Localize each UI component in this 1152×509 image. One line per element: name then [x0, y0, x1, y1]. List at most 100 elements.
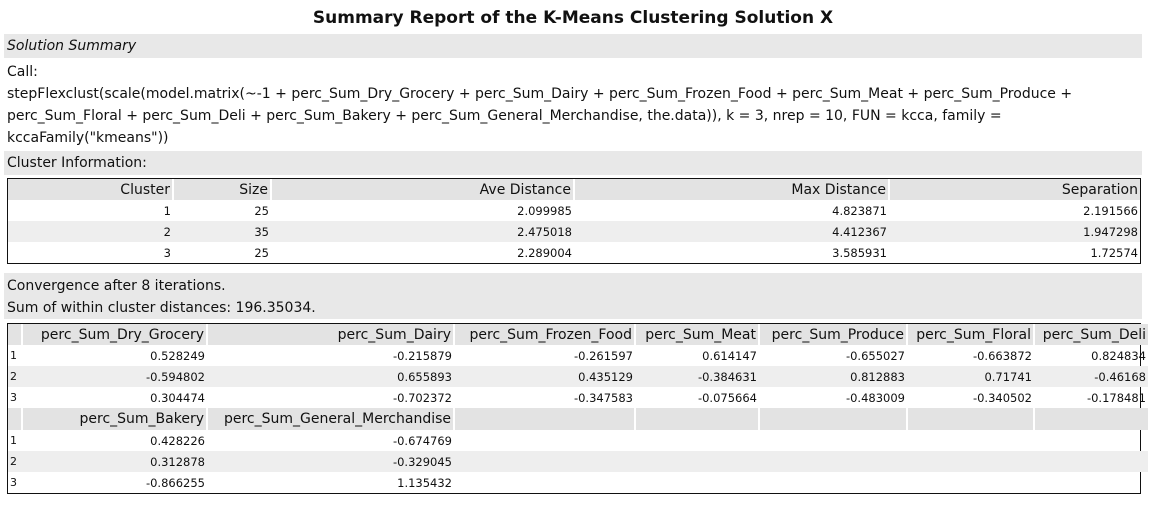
cell: 0.614147 — [702, 348, 757, 363]
table-row: 2 0.312878 -0.329045 — [8, 451, 1148, 472]
cell: 1.72574 — [1090, 245, 1138, 260]
row-index: 3 — [10, 476, 17, 489]
col-header-deli: perc_Sum_Deli — [1034, 324, 1148, 345]
cell — [635, 472, 759, 493]
col-header-size: Size — [173, 179, 272, 200]
col-header-index — [8, 324, 23, 345]
col-header-max-distance: Max Distance — [574, 179, 890, 200]
cell: -0.384631 — [635, 366, 759, 387]
cell: 0.71741 — [907, 366, 1034, 387]
call-line-1: stepFlexclust(scale(model.matrix(~-1 + p… — [7, 86, 1073, 102]
cell: -0.329045 — [207, 451, 454, 472]
section-header-band — [4, 34, 1142, 58]
cell — [1034, 430, 1148, 451]
convergence-band — [4, 273, 1142, 319]
cell: 2.475018 — [271, 221, 574, 242]
table-row: 1 0.528249 -0.215879 -0.261597 0.614147 … — [8, 345, 1148, 366]
cell — [635, 451, 759, 472]
row-index: 2 — [8, 451, 22, 472]
empty-header — [907, 408, 1035, 430]
cell: 2.191566 — [1083, 203, 1138, 218]
cell: 35 — [173, 221, 271, 242]
cell: 0.824834 — [1091, 348, 1146, 363]
col-header-produce: perc_Sum_Produce — [759, 324, 908, 345]
cell — [454, 430, 635, 451]
cell — [1034, 451, 1148, 472]
cell: -0.663872 — [972, 348, 1032, 363]
cell: 4.412367 — [574, 221, 889, 242]
cell: -0.655027 — [845, 348, 905, 363]
cell: 0.312878 — [22, 451, 207, 472]
section-title: Solution Summary — [7, 38, 137, 54]
cluster-info-label: Cluster Information: — [7, 155, 147, 171]
cell: -0.674769 — [392, 433, 452, 448]
cell: 1.135432 — [397, 475, 452, 490]
sum-within-text: Sum of within cluster distances: 196.350… — [7, 300, 316, 316]
table-row: 3 0.304474 -0.702372 -0.347583 -0.075664… — [8, 387, 1148, 408]
cell — [907, 430, 1034, 451]
col-header-floral: perc_Sum_Floral — [907, 324, 1035, 345]
col-header-frozen-food: perc_Sum_Frozen_Food — [454, 324, 636, 345]
call-label: Call: — [7, 64, 38, 80]
cluster-info-band — [4, 151, 1142, 175]
cell: 2.289004 — [517, 245, 572, 260]
cell: -0.178481 — [1086, 390, 1146, 405]
centers-table: perc_Sum_Dry_Grocery perc_Sum_Dairy perc… — [7, 323, 1148, 494]
cell: 2.099985 — [517, 203, 572, 218]
cell — [454, 451, 635, 472]
row-index: 1 — [10, 434, 17, 447]
col-header-separation: Separation — [889, 179, 1140, 200]
cell: -0.261597 — [573, 348, 633, 363]
call-line-3: kccaFamily("kmeans")) — [7, 130, 169, 146]
cell — [1034, 472, 1148, 493]
cluster-table: Cluster Size Ave Distance Max Distance S… — [7, 178, 1141, 264]
col-header-ave-distance: Ave Distance — [271, 179, 575, 200]
cell: 0.812883 — [759, 366, 907, 387]
cell: -0.075664 — [697, 390, 757, 405]
empty-header — [454, 408, 636, 430]
centers-header-2: perc_Sum_Bakery perc_Sum_General_Merchan… — [8, 408, 1148, 430]
cell: -0.340502 — [972, 390, 1032, 405]
centers-header-1: perc_Sum_Dry_Grocery perc_Sum_Dairy perc… — [8, 324, 1148, 345]
cell: -0.46168 — [1034, 366, 1148, 387]
cell: 0.655893 — [207, 366, 454, 387]
cluster-table-header: Cluster Size Ave Distance Max Distance S… — [8, 179, 1140, 200]
cell: 2 — [8, 221, 173, 242]
cell — [907, 451, 1034, 472]
cell: 0.304474 — [150, 390, 205, 405]
cell — [907, 472, 1034, 493]
table-row: 3 -0.866255 1.135432 — [8, 472, 1148, 493]
cell: 0.528249 — [150, 348, 205, 363]
cell — [635, 430, 759, 451]
empty-header — [635, 408, 760, 430]
col-header-dry-grocery: perc_Sum_Dry_Grocery — [22, 324, 208, 345]
table-row: 1 25 2.099985 4.823871 2.191566 — [8, 200, 1140, 221]
empty-header — [759, 408, 908, 430]
table-row: 2 35 2.475018 4.412367 1.947298 — [8, 221, 1140, 242]
col-header-meat: perc_Sum_Meat — [635, 324, 760, 345]
cell: 0.435129 — [454, 366, 635, 387]
convergence-text: Convergence after 8 iterations. — [7, 278, 226, 294]
cell: 1.947298 — [889, 221, 1140, 242]
cell: -0.594802 — [22, 366, 207, 387]
cell — [759, 472, 907, 493]
cell: 25 — [254, 245, 269, 260]
cell: 0.428226 — [150, 433, 205, 448]
report-title: Summary Report of the K-Means Clustering… — [312, 8, 834, 28]
cell — [454, 472, 635, 493]
cell: 25 — [254, 203, 269, 218]
col-header-general-merchandise: perc_Sum_General_Merchandise — [207, 408, 455, 430]
col-header-index — [8, 408, 23, 430]
cell: 3 — [163, 245, 171, 260]
table-row: 2 -0.594802 0.655893 0.435129 -0.384631 … — [8, 366, 1148, 387]
cell: -0.702372 — [392, 390, 452, 405]
col-header-dairy: perc_Sum_Dairy — [207, 324, 455, 345]
row-index: 2 — [8, 366, 22, 387]
cell: -0.215879 — [392, 348, 452, 363]
row-index: 3 — [10, 391, 17, 404]
table-row: 3 25 2.289004 3.585931 1.72574 — [8, 242, 1140, 263]
cell — [759, 430, 907, 451]
cell: 3.585931 — [832, 245, 887, 260]
call-line-2: perc_Sum_Floral + perc_Sum_Deli + perc_S… — [7, 108, 1002, 124]
col-header-cluster: Cluster — [8, 179, 174, 200]
